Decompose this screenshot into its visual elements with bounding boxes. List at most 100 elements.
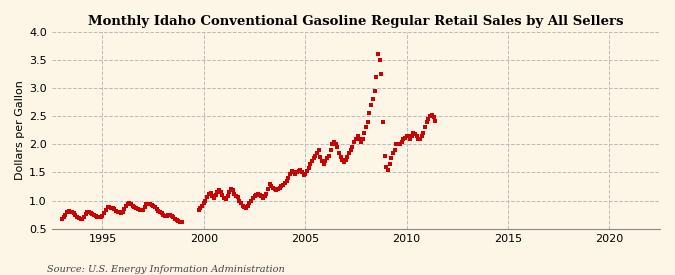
Point	[404, 136, 415, 141]
Point	[298, 173, 309, 177]
Point	[65, 210, 76, 214]
Point	[303, 166, 314, 170]
Point	[141, 202, 152, 207]
Point	[329, 139, 340, 144]
Point	[410, 132, 421, 136]
Point	[78, 214, 89, 219]
Point	[391, 142, 402, 147]
Point	[374, 58, 385, 62]
Point	[263, 187, 273, 191]
Point	[290, 171, 300, 176]
Point	[359, 131, 370, 135]
Point	[168, 215, 179, 220]
Point	[333, 151, 344, 155]
Point	[421, 120, 432, 124]
Point	[153, 208, 163, 213]
Point	[60, 213, 71, 217]
Point	[387, 151, 398, 155]
Point	[214, 188, 225, 192]
Point	[101, 207, 111, 212]
Point	[210, 193, 221, 197]
Point	[276, 184, 287, 189]
Point	[138, 207, 148, 212]
Point	[275, 186, 286, 190]
Point	[136, 208, 146, 212]
Point	[84, 210, 95, 214]
Point	[155, 210, 165, 214]
Point	[327, 142, 338, 147]
Point	[61, 210, 72, 214]
Point	[236, 201, 246, 205]
Point	[389, 148, 400, 152]
Point	[244, 201, 255, 205]
Point	[349, 139, 360, 144]
Point	[362, 120, 373, 124]
Point	[238, 204, 248, 208]
Point	[177, 220, 188, 224]
Point	[151, 207, 162, 211]
Point	[302, 169, 313, 174]
Point	[393, 142, 404, 147]
Point	[97, 213, 108, 218]
Point	[279, 180, 290, 185]
Point	[67, 210, 78, 214]
Point	[428, 115, 439, 120]
Point	[169, 216, 180, 221]
Point	[384, 162, 395, 166]
Point	[252, 192, 263, 196]
Point	[354, 136, 364, 141]
Point	[266, 184, 277, 189]
Point	[224, 190, 235, 194]
Point	[249, 194, 260, 198]
Point	[165, 212, 176, 217]
Point	[158, 212, 169, 217]
Point	[414, 136, 425, 141]
Point	[87, 212, 98, 216]
Point	[242, 204, 253, 208]
Point	[377, 120, 388, 124]
Point	[205, 191, 216, 196]
Point	[72, 214, 82, 219]
Point	[265, 182, 275, 186]
Point	[360, 125, 371, 130]
Point	[323, 153, 334, 158]
Point	[425, 114, 435, 119]
Point	[295, 167, 306, 172]
Point	[371, 75, 381, 79]
Point	[310, 153, 321, 158]
Point	[112, 210, 123, 214]
Point	[319, 162, 329, 166]
Point	[105, 206, 116, 210]
Point	[207, 194, 218, 198]
Point	[197, 204, 208, 208]
Point	[74, 216, 84, 220]
Point	[386, 156, 397, 161]
Y-axis label: Dollars per Gallon: Dollars per Gallon	[15, 80, 25, 180]
Point	[82, 210, 92, 214]
Point	[373, 52, 383, 57]
Point	[367, 97, 378, 101]
Point	[200, 198, 211, 203]
Point	[104, 205, 115, 210]
Point	[171, 218, 182, 222]
Point	[293, 169, 304, 174]
Point	[300, 171, 310, 176]
Point	[114, 210, 125, 214]
Point	[90, 213, 101, 218]
Point	[278, 183, 289, 187]
Point	[305, 162, 316, 166]
Point	[248, 196, 259, 200]
Point	[149, 205, 160, 210]
Point	[95, 215, 106, 220]
Point	[128, 204, 138, 208]
Point	[269, 187, 280, 191]
Point	[366, 103, 377, 107]
Point	[256, 194, 267, 198]
Point	[339, 160, 350, 164]
Point	[161, 214, 172, 218]
Point	[335, 155, 346, 159]
Point	[131, 206, 142, 211]
Point	[217, 193, 228, 197]
Point	[396, 139, 407, 144]
Point	[315, 155, 326, 159]
